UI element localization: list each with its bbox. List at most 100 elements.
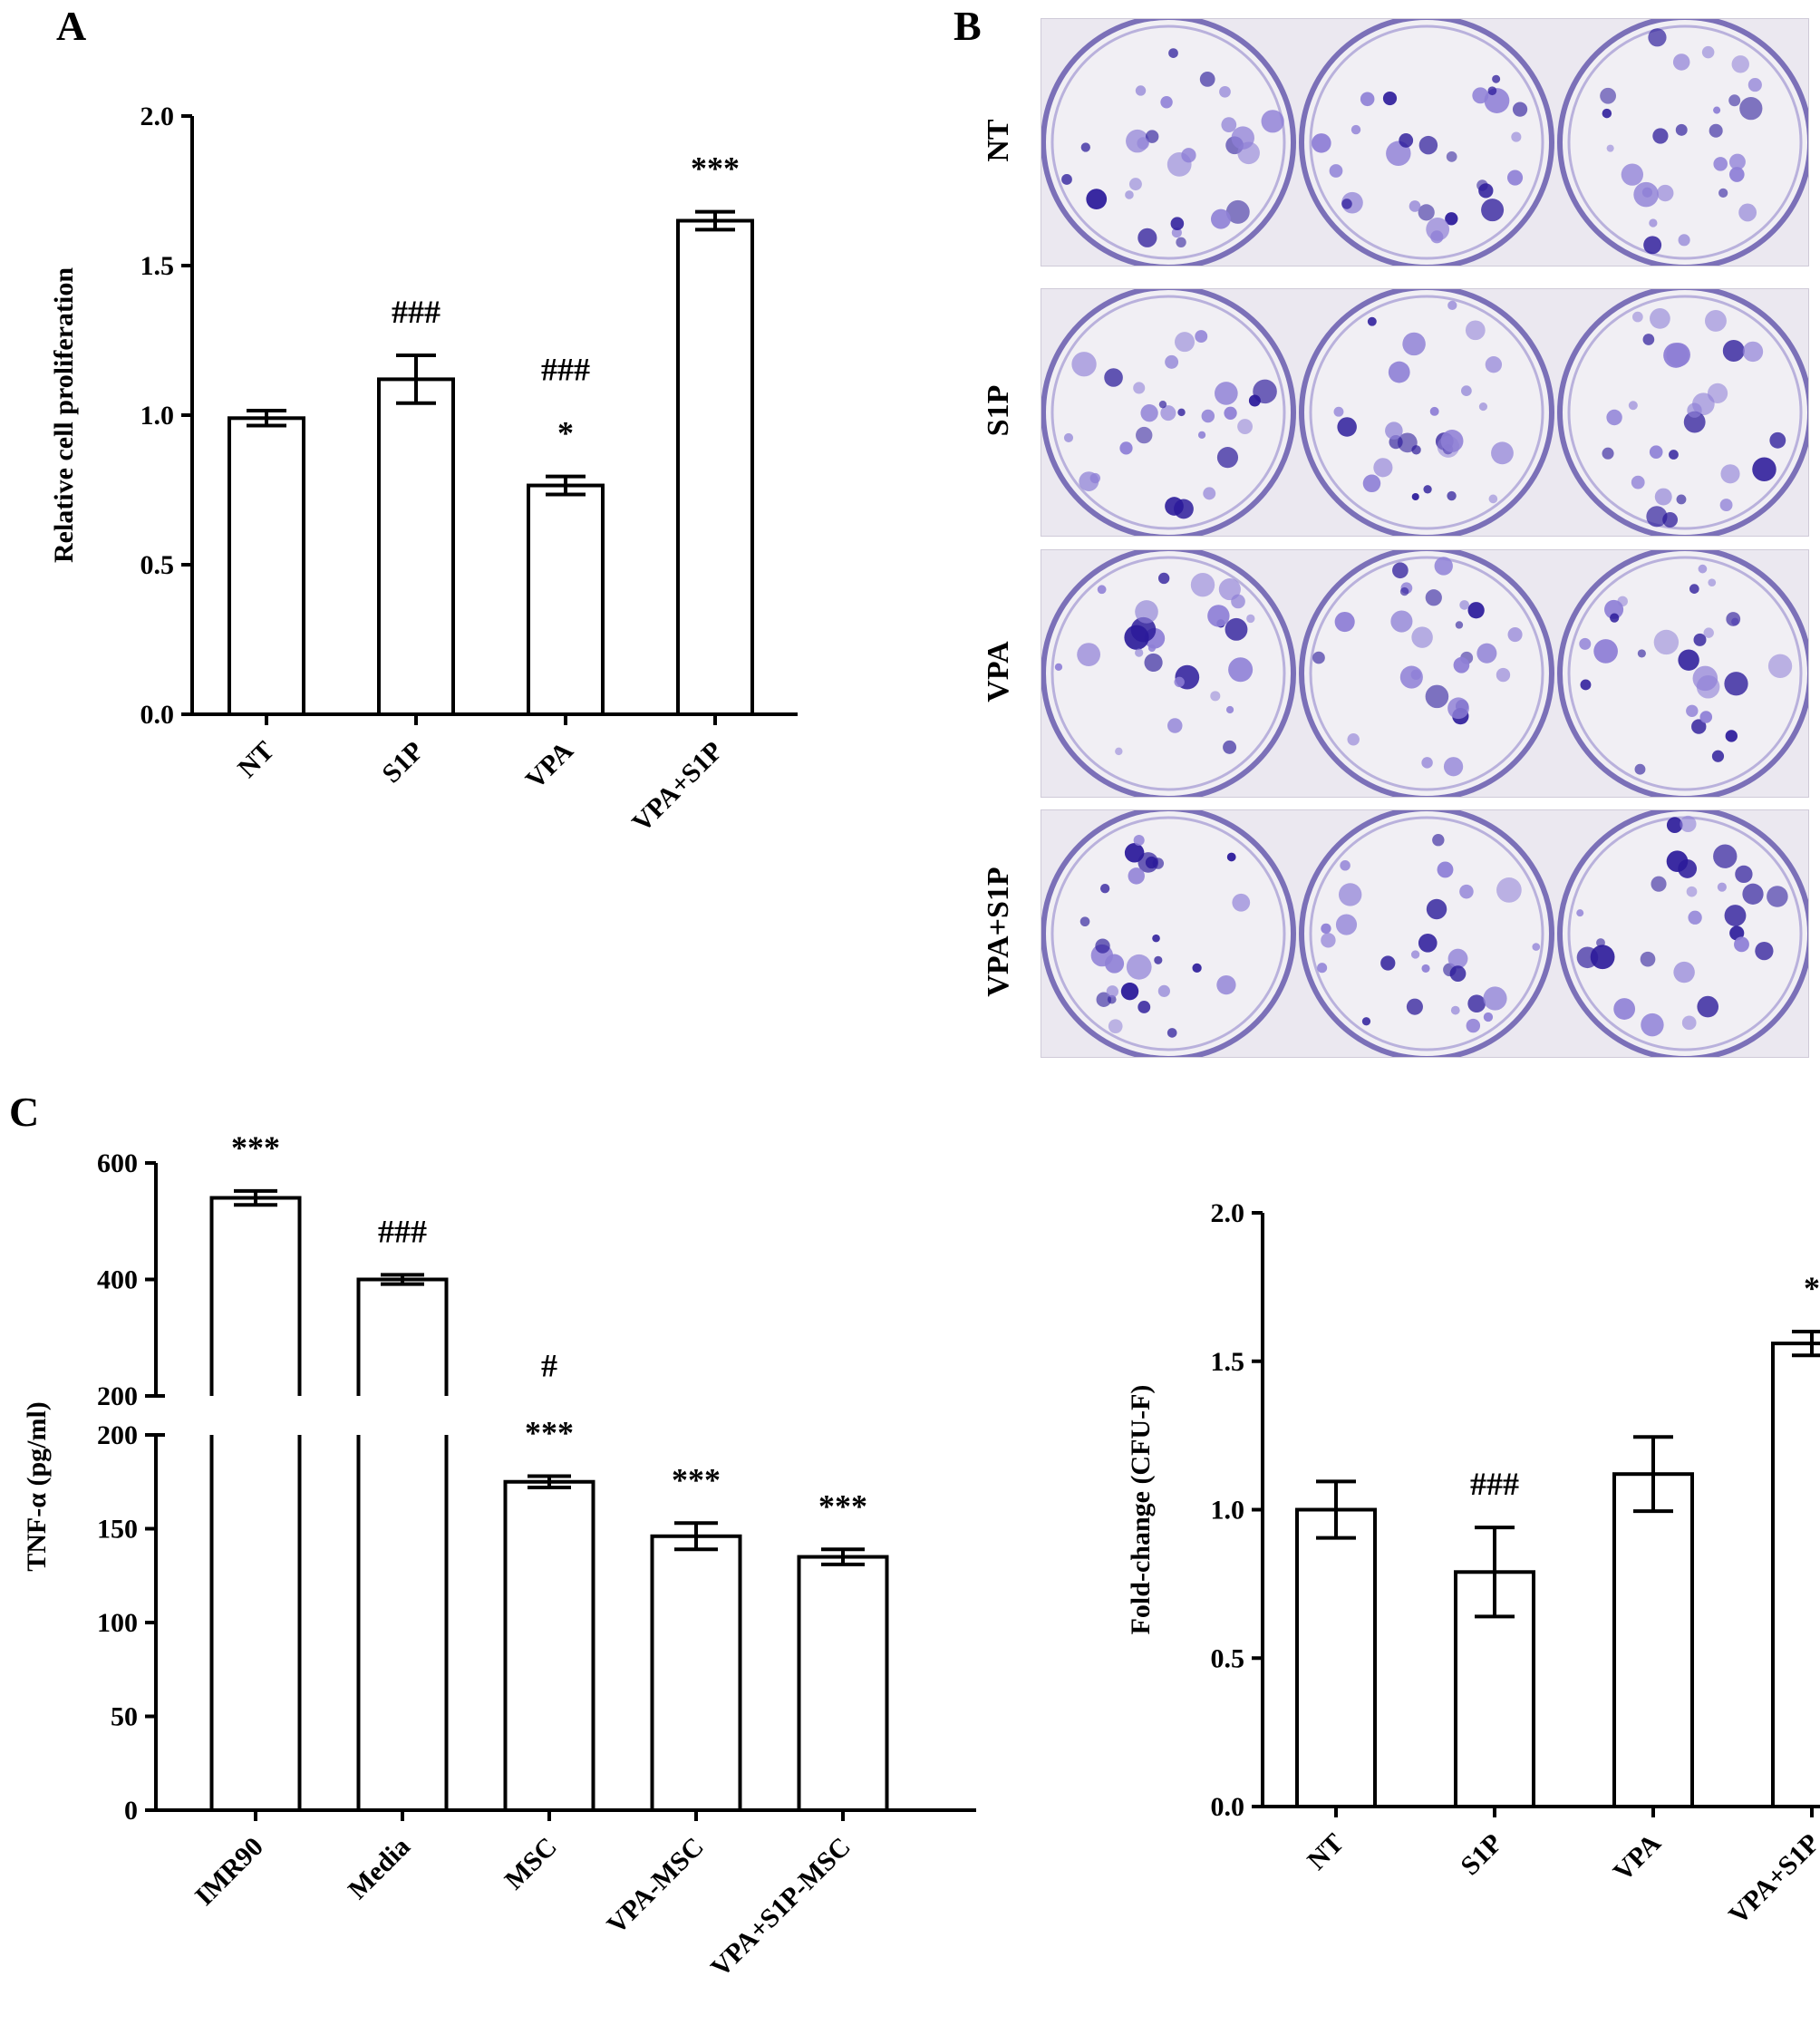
colony bbox=[1165, 354, 1179, 369]
colony bbox=[1154, 955, 1163, 964]
colony bbox=[1160, 96, 1173, 109]
colony bbox=[1347, 733, 1360, 746]
chart-tnf-x-tick-label: MSC bbox=[499, 1832, 562, 1895]
colony bbox=[1689, 584, 1699, 594]
colony bbox=[1461, 385, 1472, 396]
colony bbox=[1221, 117, 1237, 133]
colony bbox=[1158, 400, 1167, 409]
colony bbox=[1215, 382, 1238, 405]
colony bbox=[1669, 450, 1679, 460]
plate-photo bbox=[1041, 18, 1809, 266]
colony bbox=[1054, 663, 1063, 672]
colony bbox=[1080, 142, 1090, 152]
colony bbox=[1713, 844, 1738, 868]
colony bbox=[1662, 512, 1679, 528]
colony bbox=[1704, 309, 1727, 332]
colony bbox=[1317, 963, 1328, 974]
colony bbox=[1711, 750, 1725, 762]
colony bbox=[1216, 447, 1239, 469]
chart-a-bar bbox=[676, 218, 754, 716]
colony bbox=[1649, 218, 1658, 228]
colony bbox=[1136, 426, 1153, 444]
colony bbox=[1338, 883, 1362, 906]
colony bbox=[1455, 621, 1464, 629]
colony bbox=[1447, 697, 1469, 720]
colony bbox=[1476, 179, 1488, 191]
colony bbox=[1512, 102, 1528, 117]
colony bbox=[1610, 613, 1620, 623]
colony bbox=[1248, 394, 1261, 407]
colony bbox=[1649, 445, 1663, 459]
chart-tnf-y-tick-label: 200 bbox=[97, 1420, 138, 1450]
colony bbox=[1130, 616, 1157, 643]
colony bbox=[1634, 763, 1646, 775]
colony bbox=[1089, 472, 1101, 484]
colony bbox=[1232, 893, 1251, 912]
well bbox=[1299, 289, 1554, 536]
colony bbox=[1447, 300, 1457, 311]
chart-cfu-y-tick-label: 1.0 bbox=[1211, 1496, 1245, 1526]
well-rim bbox=[1050, 24, 1286, 260]
colony bbox=[1654, 488, 1672, 506]
plate-wells bbox=[1041, 550, 1808, 797]
colony bbox=[1485, 356, 1503, 373]
colony bbox=[1602, 108, 1612, 119]
colony bbox=[1160, 405, 1176, 421]
colony bbox=[1362, 474, 1381, 493]
colony bbox=[1340, 860, 1350, 871]
colony bbox=[1157, 984, 1170, 997]
colony bbox=[1321, 933, 1336, 948]
colony bbox=[1380, 955, 1396, 971]
colony bbox=[1642, 334, 1655, 345]
colony bbox=[1137, 137, 1149, 150]
colony bbox=[1367, 316, 1377, 326]
colony bbox=[1666, 817, 1683, 833]
colony bbox=[1418, 204, 1435, 221]
colony bbox=[1709, 123, 1723, 138]
colony bbox=[1492, 74, 1501, 83]
colony bbox=[1713, 106, 1721, 114]
chart-a-x-tick-label: S1P bbox=[376, 736, 430, 790]
colony bbox=[1478, 402, 1488, 412]
well-rim bbox=[1050, 556, 1286, 791]
colony bbox=[1144, 653, 1163, 673]
colony bbox=[1167, 1028, 1177, 1038]
colony bbox=[1703, 627, 1714, 638]
chart-cfu-bar bbox=[1295, 1507, 1377, 1808]
colony bbox=[1648, 28, 1667, 47]
colony bbox=[1663, 343, 1689, 368]
colony bbox=[1225, 617, 1248, 641]
colony bbox=[1411, 626, 1433, 648]
colony bbox=[1411, 492, 1419, 501]
chart-cfu-bar bbox=[1771, 1342, 1820, 1808]
colony bbox=[1168, 48, 1178, 58]
colony bbox=[1701, 45, 1715, 59]
colony bbox=[1600, 87, 1617, 104]
colony bbox=[1672, 53, 1690, 71]
colony bbox=[1226, 852, 1236, 862]
plate-wells bbox=[1041, 289, 1808, 536]
colony bbox=[1108, 1019, 1123, 1033]
chart-tnf-y-tick-label: 150 bbox=[97, 1515, 138, 1545]
colony bbox=[1421, 757, 1433, 769]
colony bbox=[1449, 965, 1467, 983]
colony bbox=[1321, 923, 1331, 935]
colony bbox=[1341, 199, 1352, 209]
colony bbox=[1628, 401, 1638, 411]
colony bbox=[1720, 464, 1740, 484]
colony bbox=[1488, 494, 1498, 504]
chart-tnf-y-tick-label: 50 bbox=[111, 1702, 138, 1732]
well-rim bbox=[1567, 24, 1803, 260]
colony bbox=[1646, 506, 1668, 528]
colony bbox=[1126, 954, 1152, 980]
chart-a-y-tick-label: 2.0 bbox=[140, 102, 175, 131]
colony bbox=[1402, 332, 1426, 356]
colony bbox=[1133, 834, 1145, 847]
well bbox=[1041, 550, 1296, 797]
colony bbox=[1459, 884, 1474, 899]
plate-photo bbox=[1041, 549, 1809, 798]
colony bbox=[1195, 330, 1208, 344]
colony bbox=[1724, 672, 1748, 696]
colony bbox=[1361, 1017, 1371, 1026]
